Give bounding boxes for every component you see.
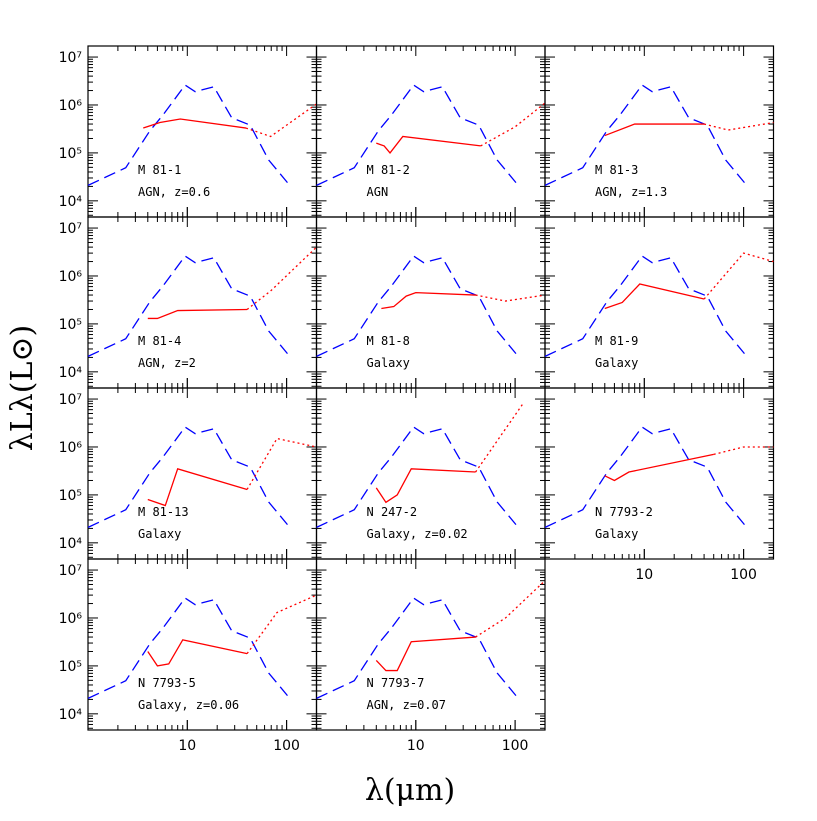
panel: M 81-3 AGN, z=1.3	[544, 45, 775, 218]
panel: 10 100 N 7793-2 Galaxy	[544, 387, 775, 583]
y-tick-label: 10⁴	[59, 707, 83, 723]
template-line	[88, 84, 288, 186]
panel-frame	[315, 45, 546, 218]
template-line	[545, 426, 745, 528]
panel-name: M 81-1	[138, 163, 181, 177]
template-line	[316, 597, 517, 699]
panel-name: N 247-2	[367, 505, 418, 519]
y-tick-label: 10⁶	[59, 98, 83, 114]
panel-note: Galaxy	[595, 356, 638, 370]
template-line	[316, 255, 517, 357]
y-tick-label: 10⁷	[59, 563, 82, 579]
template-line	[88, 255, 288, 357]
panel-name: N 7793-7	[367, 676, 425, 690]
dotted-line	[246, 246, 317, 310]
x-tick-label: 10	[635, 567, 653, 583]
panel-frame	[87, 216, 318, 389]
solid-line	[375, 636, 476, 672]
dotted-line	[246, 437, 317, 490]
panel: 10⁴ 10⁵ 10⁶ 10⁷ M 81-1 AGN, z=0.6	[59, 45, 318, 218]
panel-note: AGN, z=0.07	[367, 698, 446, 712]
y-tick-label: 10⁷	[59, 221, 82, 237]
panel-name: M 81-13	[138, 505, 189, 519]
y-tick-label: 10⁷	[59, 50, 82, 66]
solid-line	[147, 639, 248, 667]
y-tick-label: 10⁵	[59, 317, 82, 333]
panel: M 81-8 Galaxy	[315, 216, 546, 389]
y-tick-label: 10⁷	[59, 392, 82, 408]
panel: 10⁴ 10⁵ 10⁶ 10⁷ M 81-4 AGN, z=2	[59, 216, 318, 389]
x-tick-label: 10	[178, 738, 196, 754]
solid-line	[604, 123, 705, 137]
template-line	[316, 84, 517, 186]
panel-frame	[315, 216, 546, 389]
panel: M 81-9 Galaxy	[544, 216, 775, 389]
x-axis-label: λ(μm)	[365, 773, 455, 808]
panel-note: AGN	[367, 185, 389, 199]
y-axis-label: λLλ(L⊙)	[5, 325, 40, 451]
template-line	[316, 426, 517, 528]
panel-frame	[544, 216, 775, 389]
panel: M 81-2 AGN	[315, 45, 546, 218]
dotted-line	[703, 121, 774, 131]
dotted-line	[246, 594, 317, 655]
panel-name: M 81-8	[367, 334, 410, 348]
panel-frame	[315, 558, 546, 731]
x-tick-label: 100	[502, 738, 529, 754]
panel-note: Galaxy, z=0.06	[138, 698, 239, 712]
panel-note: Galaxy	[138, 527, 181, 541]
template-line	[88, 597, 288, 699]
panel: 10⁴ 10⁵ 10⁶ 10⁷ M 81-13 Galaxy	[59, 387, 318, 560]
y-tick-label: 10⁶	[59, 269, 83, 285]
panel-name: M 81-4	[138, 334, 181, 348]
panel-note: Galaxy	[595, 527, 638, 541]
dotted-line	[713, 446, 774, 456]
panel-name: N 7793-2	[595, 505, 653, 519]
panel-note: AGN, z=1.3	[595, 185, 667, 199]
x-tick-label: 10	[407, 738, 425, 754]
template-line	[88, 426, 288, 528]
panel-frame	[87, 387, 318, 560]
solid-line	[604, 453, 714, 482]
panel-note: Galaxy	[367, 356, 410, 370]
panel: N 247-2 Galaxy, z=0.02	[315, 387, 546, 560]
solid-line	[147, 468, 248, 507]
dotted-line	[475, 403, 524, 473]
y-tick-label: 10⁴	[59, 194, 83, 210]
dotted-line	[245, 103, 317, 138]
solid-line	[604, 283, 705, 310]
panel-name: M 81-2	[367, 163, 410, 177]
panel-note: Galaxy, z=0.02	[367, 527, 468, 541]
solid-line	[375, 468, 476, 504]
panel-name: M 81-9	[595, 334, 638, 348]
y-tick-label: 10⁵	[59, 659, 82, 675]
panel-note: AGN, z=2	[138, 356, 196, 370]
y-tick-label: 10⁵	[59, 146, 82, 162]
panel-frame	[544, 387, 775, 560]
solid-line	[381, 291, 476, 310]
y-tick-label: 10⁵	[59, 488, 82, 504]
solid-line	[376, 135, 481, 154]
x-tick-label: 100	[730, 567, 757, 583]
solid-line	[143, 118, 247, 129]
x-tick-label: 100	[273, 738, 300, 754]
panel-name: M 81-3	[595, 163, 638, 177]
dotted-line	[475, 580, 545, 638]
dotted-line	[480, 102, 545, 147]
y-tick-label: 10⁴	[59, 536, 83, 552]
template-line	[545, 84, 745, 186]
y-tick-label: 10⁶	[59, 440, 83, 456]
template-line	[545, 255, 745, 357]
dotted-line	[703, 252, 774, 300]
y-tick-label: 10⁶	[59, 611, 83, 627]
y-tick-label: 10⁴	[59, 365, 83, 381]
panel-name: N 7793-5	[138, 676, 196, 690]
panel-note: AGN, z=0.6	[138, 185, 210, 199]
panel: 10⁴ 10⁵ 10⁶ 10⁷ 10 100 N 7793-5 Galaxy, z=0.06	[59, 558, 318, 754]
solid-line	[147, 308, 248, 320]
dotted-line	[475, 294, 545, 302]
panel: 10 100 N 7793-7 AGN, z=0.07	[315, 558, 546, 754]
